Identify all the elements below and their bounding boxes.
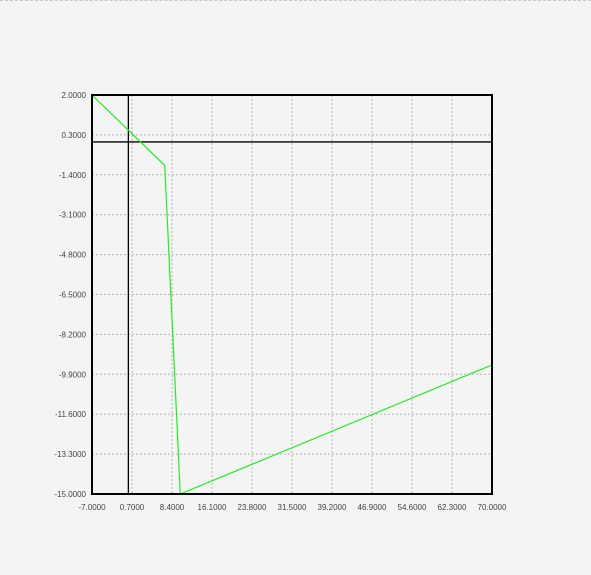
y-tick-label: -8.2000: [59, 330, 87, 339]
series-line: [91, 94, 493, 495]
y-tick-label: -4.8000: [59, 251, 87, 260]
y-tick-label: -15.0000: [54, 490, 86, 499]
x-tick-labels: -7.0000 0.7000 8.4000 16.1000 23.8000 31.5000…: [78, 503, 507, 512]
y-tick-label: 2.0000: [62, 91, 87, 100]
plot-frame: [91, 94, 493, 495]
x-tick-label: 0.7000: [120, 503, 145, 512]
y-tick-label: -13.3000: [54, 450, 86, 459]
y-tick-label: -11.6000: [55, 410, 87, 419]
x-tick-label: 62.3000: [438, 503, 467, 512]
y-tick-label: -3.1000: [59, 211, 87, 220]
y-tick-label: 0.3000: [62, 131, 87, 140]
y-tick-label: -9.9000: [59, 370, 87, 379]
x-tick-label: 23.8000: [238, 503, 267, 512]
x-tick-label: 31.5000: [278, 503, 307, 512]
x-tick-label: 54.6000: [398, 503, 427, 512]
x-tick-label: 8.4000: [160, 503, 185, 512]
y-tick-labels: 2.0000 0.3000 -1.4000 -3.1000 -4.8000 -6.5000…: [54, 91, 86, 499]
y-tick-label: -6.5000: [59, 291, 87, 300]
x-tick-label: -7.0000: [78, 503, 106, 512]
reference-lines: [92, 95, 492, 494]
top-border: [0, 0, 591, 1]
grid-lines: [92, 95, 492, 494]
x-tick-label: 16.1000: [198, 503, 227, 512]
x-tick-label: 70.0000: [478, 503, 507, 512]
x-tick-label: 46.9000: [358, 503, 387, 512]
x-tick-label: 39.2000: [318, 503, 347, 512]
series-layer: [91, 94, 493, 495]
y-tick-label: -1.4000: [59, 171, 87, 180]
